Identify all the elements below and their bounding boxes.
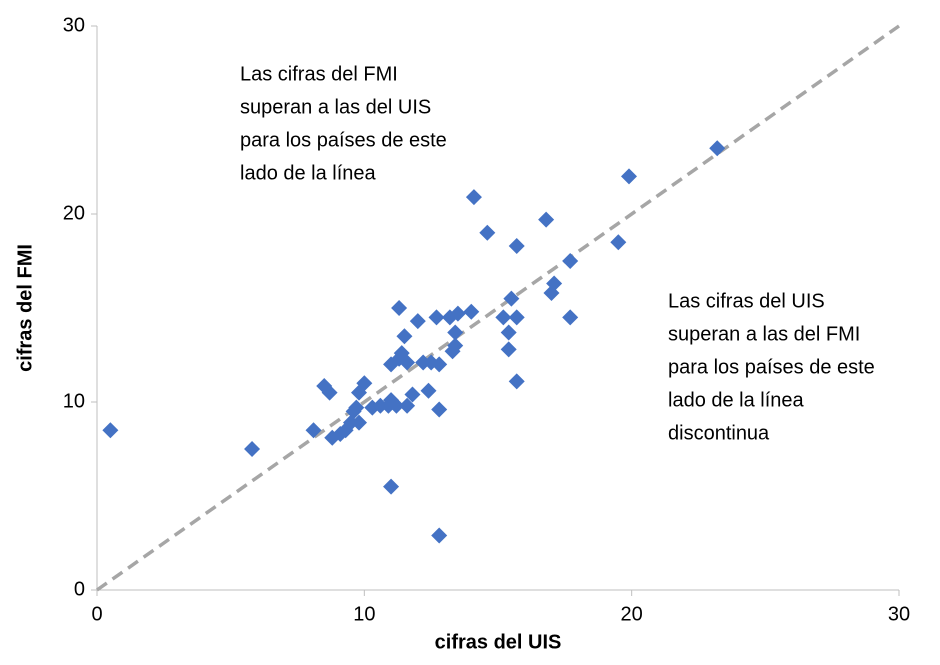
annotation-line: para los países de este [668, 356, 875, 378]
point [465, 189, 482, 206]
point [500, 341, 517, 358]
point [508, 373, 525, 390]
point [415, 354, 432, 371]
point [431, 356, 448, 373]
point [350, 414, 367, 431]
y-tick-label: 10 [63, 390, 85, 412]
point [244, 441, 261, 457]
reference-line [95, 24, 901, 592]
point [495, 309, 512, 326]
point [372, 397, 389, 414]
x-tick-label: 30 [888, 603, 910, 625]
point [546, 275, 563, 292]
point [620, 168, 637, 185]
point [399, 354, 416, 371]
point [562, 309, 579, 326]
point [348, 399, 365, 416]
point [102, 422, 119, 439]
point [463, 303, 480, 320]
annotation-line: superan a las del FMI [668, 323, 860, 345]
annotation-line: Las cifras del UIS [668, 290, 825, 312]
point [500, 324, 517, 341]
point [709, 140, 726, 157]
point [409, 313, 426, 330]
point [431, 527, 448, 544]
annotation-line: para los países de este [240, 129, 447, 151]
point [383, 478, 400, 495]
point [428, 309, 445, 326]
y-tick-label: 0 [74, 578, 85, 600]
point [404, 386, 421, 403]
x-axis-label: cifras del UIS [435, 631, 562, 653]
annotation-line: Las cifras del FMI [240, 63, 398, 85]
point [447, 324, 464, 341]
point [396, 328, 413, 345]
y-axis-label: cifras del FMI [14, 244, 36, 372]
point [479, 224, 496, 241]
point [388, 397, 405, 414]
point [508, 237, 525, 254]
y-tick-label: 20 [63, 202, 85, 224]
point [321, 384, 338, 401]
point [538, 211, 555, 228]
annotation-line: lado de la línea [240, 162, 377, 184]
point [305, 422, 322, 439]
point [391, 300, 408, 316]
point [431, 401, 448, 418]
x-tick-label: 0 [91, 603, 102, 625]
point [342, 414, 359, 431]
x-tick-label: 10 [353, 603, 375, 625]
point [399, 397, 416, 414]
annotation-line: lado de la línea [668, 389, 805, 411]
point [447, 337, 464, 354]
point [508, 309, 525, 326]
point [449, 305, 466, 322]
annotation-line: discontinua [668, 422, 770, 444]
point [610, 234, 627, 251]
point [503, 290, 520, 307]
point [420, 382, 437, 399]
annotation-line: superan a las del UIS [240, 96, 431, 118]
y-tick-label: 30 [63, 14, 85, 36]
point [562, 253, 579, 269]
point [356, 375, 373, 392]
x-tick-label: 20 [621, 603, 643, 625]
